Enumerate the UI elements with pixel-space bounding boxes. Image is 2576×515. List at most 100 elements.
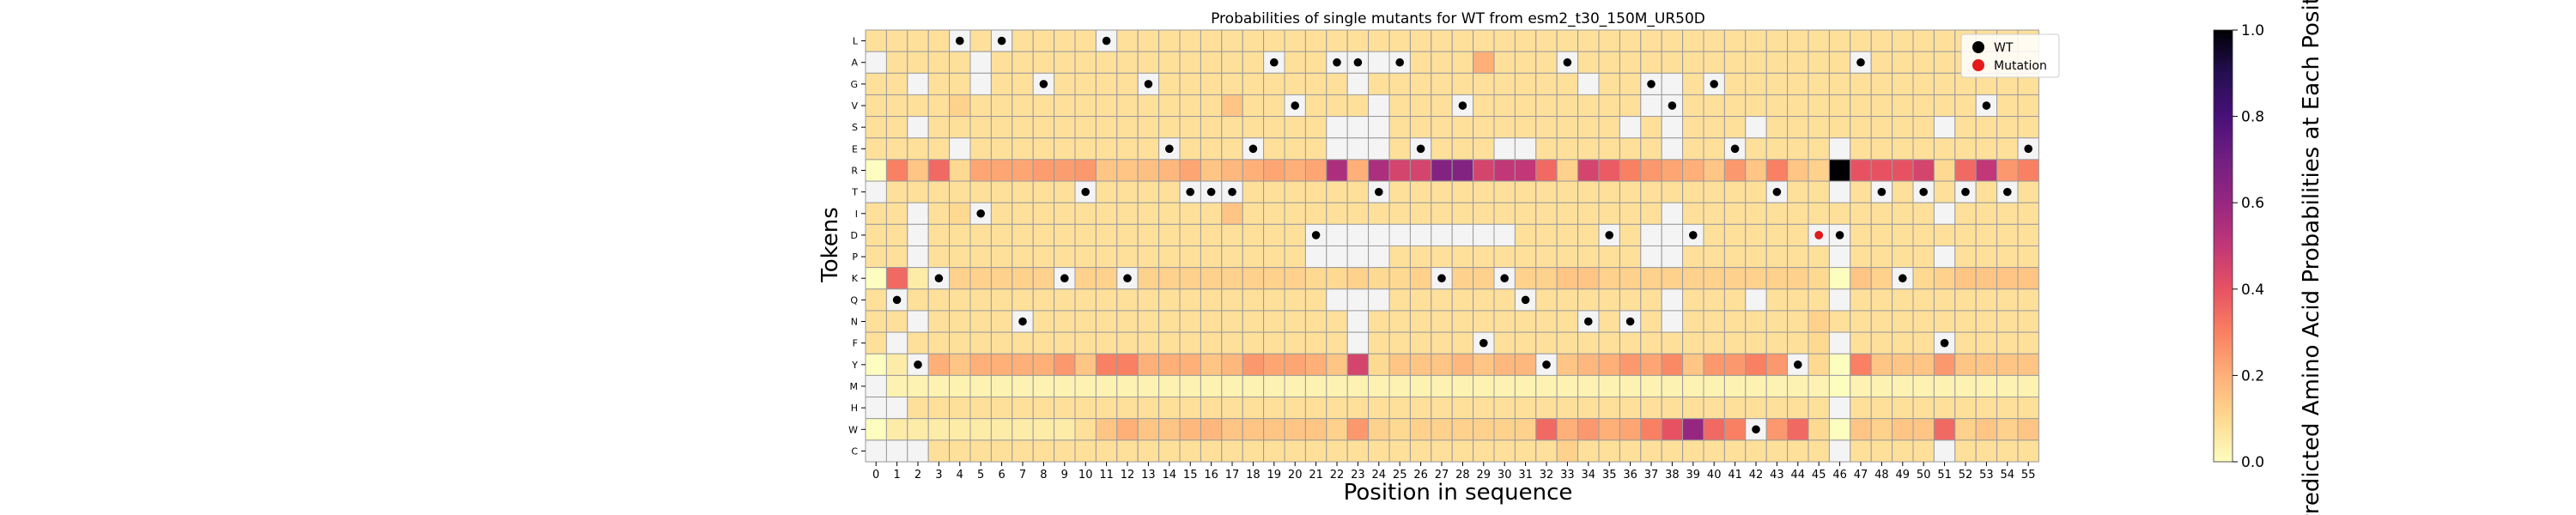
heatmap-cell [1116,310,1139,333]
heatmap-cell [1598,397,1620,420]
heatmap-cell [1368,245,1390,269]
heatmap-cell [1787,159,1809,182]
wt-marker [2024,144,2032,154]
heatmap-cell [1933,374,1956,398]
wt-marker [1270,58,1279,67]
heatmap-cell [1870,288,1893,312]
wt-marker [1060,274,1069,283]
heatmap-cell [1640,245,1662,269]
heatmap-cell [1828,180,1851,203]
heatmap-cell [1682,29,1704,52]
heatmap-cell [1179,202,1201,225]
heatmap-cell [1598,267,1620,290]
x-tick-label: 36 [1623,469,1637,482]
heatmap-cell [1179,267,1201,290]
heatmap-cell [1828,116,1851,139]
heatmap-cell [1933,310,1956,333]
heatmap-cell [1933,353,1956,376]
wt-marker [1625,317,1635,326]
heatmap-cell [1703,51,1725,74]
heatmap-cell [1870,374,1893,398]
heatmap-cell [1304,310,1327,333]
x-tick-label: 8 [1040,469,1047,482]
heatmap-cell [1954,439,1977,463]
heatmap-cell [1996,245,2019,269]
heatmap-cell [1158,353,1181,376]
heatmap-cell [1892,310,1914,333]
heatmap-cell [1577,94,1600,118]
heatmap-cell [1158,245,1181,269]
x-tick-label: 25 [1393,469,1407,482]
heatmap-cell [1284,51,1306,74]
heatmap-cell [1745,159,1767,182]
heatmap-cell [1723,94,1747,118]
heatmap-cell [1473,223,1495,247]
heatmap-cell [1304,245,1327,269]
heatmap-cell [1451,439,1474,463]
heatmap-cell [1535,159,1558,182]
heatmap-cell [1619,116,1642,139]
colorbar-gradient [2213,29,2233,463]
heatmap-cell [1409,180,1432,203]
wt-marker [1186,187,1194,197]
heatmap-cell [1870,202,1893,225]
heatmap-cell [865,439,887,463]
heatmap-cell [1032,202,1055,225]
legend: WT Mutation [1960,33,2060,78]
heatmap-cell [1619,137,1642,161]
heatmap-cell [1304,418,1327,441]
heatmap-cell [1577,374,1600,398]
heatmap-cell [1200,267,1223,290]
heatmap-cell [1137,51,1160,74]
heatmap-cell [1284,245,1306,269]
heatmap-cell [1577,353,1600,376]
heatmap-cell [990,180,1013,203]
heatmap-cell [1892,202,1914,225]
heatmap-cell [1723,374,1747,398]
x-tick-label: 15 [1183,469,1198,482]
heatmap-cell [1850,331,1872,354]
heatmap-cell [1054,245,1076,269]
x-tick-label: 26 [1413,469,1428,482]
heatmap-cell [969,116,992,139]
heatmap-cell [885,331,908,354]
heatmap-cell [1828,267,1851,290]
x-tick-label: 55 [2021,469,2036,482]
wt-marker [1395,58,1404,67]
heatmap-cell [1158,331,1181,354]
heatmap-cell [1263,202,1285,225]
heatmap-cell [1912,51,1935,74]
heatmap-cell [927,116,951,139]
wt-marker [1353,58,1363,67]
heatmap-cell [949,374,971,398]
heatmap-cell [1556,439,1579,463]
heatmap-cell [1179,439,1201,463]
heatmap-cell [949,137,971,161]
heatmap-cell [1723,418,1747,441]
heatmap-cell [1556,29,1579,52]
heatmap-cell [1409,397,1432,420]
x-tick-label: 51 [1937,469,1952,482]
colorbar-tick-label: 0.4 [2241,282,2264,299]
heatmap-cell [1346,202,1370,225]
heatmap-cell [1933,245,1956,269]
heatmap-cell [949,159,971,182]
heatmap-cell [1409,439,1432,463]
heatmap-cell [1388,288,1411,312]
heatmap-cell [1850,72,1872,95]
heatmap-cell [1535,116,1558,139]
heatmap-cell [1619,94,1642,118]
heatmap-cell [1137,267,1160,290]
heatmap-cell [1473,245,1495,269]
heatmap-cell [885,397,908,420]
heatmap-cell [1892,94,1914,118]
heatmap-cell [1158,72,1181,95]
heatmap-cell [1326,116,1348,139]
heatmap-cell [990,288,1013,312]
heatmap-cell [1975,439,1998,463]
heatmap-cell [969,418,992,441]
chart-title: Probabilities of single mutants for WT f… [1211,10,1705,27]
heatmap-cell [1263,137,1285,161]
heatmap-cell [1765,51,1789,74]
heatmap-cell [1368,51,1390,74]
